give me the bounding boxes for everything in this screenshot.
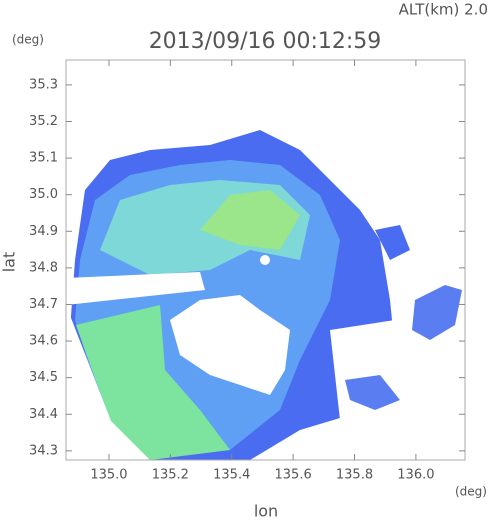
echo-southeast (345, 375, 400, 410)
x-tick-label: 135.4 (213, 468, 250, 483)
echo-gap (170, 295, 290, 395)
x-unit: (deg) (455, 485, 487, 499)
blocked-sector (66, 272, 205, 305)
echo-peak (200, 190, 300, 250)
y-tick-label: 34.4 (29, 407, 58, 422)
radar-site (260, 255, 270, 265)
y-tick-label: 34.7 (29, 297, 58, 312)
echo-south (76, 305, 230, 460)
y-unit: (deg) (12, 33, 44, 47)
y-tick-label: 34.8 (29, 260, 58, 275)
x-tick-label: 135.2 (152, 468, 189, 483)
y-tick-label: 34.6 (29, 334, 58, 349)
altitude-label: ALT(km) 2.0 (399, 1, 488, 19)
y-tick-label: 34.3 (29, 443, 58, 458)
y-tick-label: 35.0 (29, 187, 58, 202)
y-tick-label: 34.5 (29, 370, 58, 385)
echo-east (412, 285, 462, 340)
plot-frame (65, 59, 466, 461)
x-tick-label: 135.6 (275, 468, 312, 483)
echo-east-small (375, 225, 410, 260)
y-axis-label: lat (0, 252, 19, 273)
x-tick-label: 136.0 (397, 468, 434, 483)
range-edge (66, 305, 127, 460)
x-axis-label: lon (254, 502, 278, 521)
chart-title: 2013/09/16 00:12:59 (149, 29, 382, 54)
y-tick-label: 35.3 (29, 77, 58, 92)
y-tick-label: 35.1 (29, 151, 58, 166)
radar-echoes (66, 130, 462, 460)
y-tick-label: 35.2 (29, 114, 58, 129)
y-tick-label: 34.9 (29, 224, 58, 239)
x-tick-label: 135.8 (336, 468, 373, 483)
x-tick-label: 135.0 (90, 468, 127, 483)
